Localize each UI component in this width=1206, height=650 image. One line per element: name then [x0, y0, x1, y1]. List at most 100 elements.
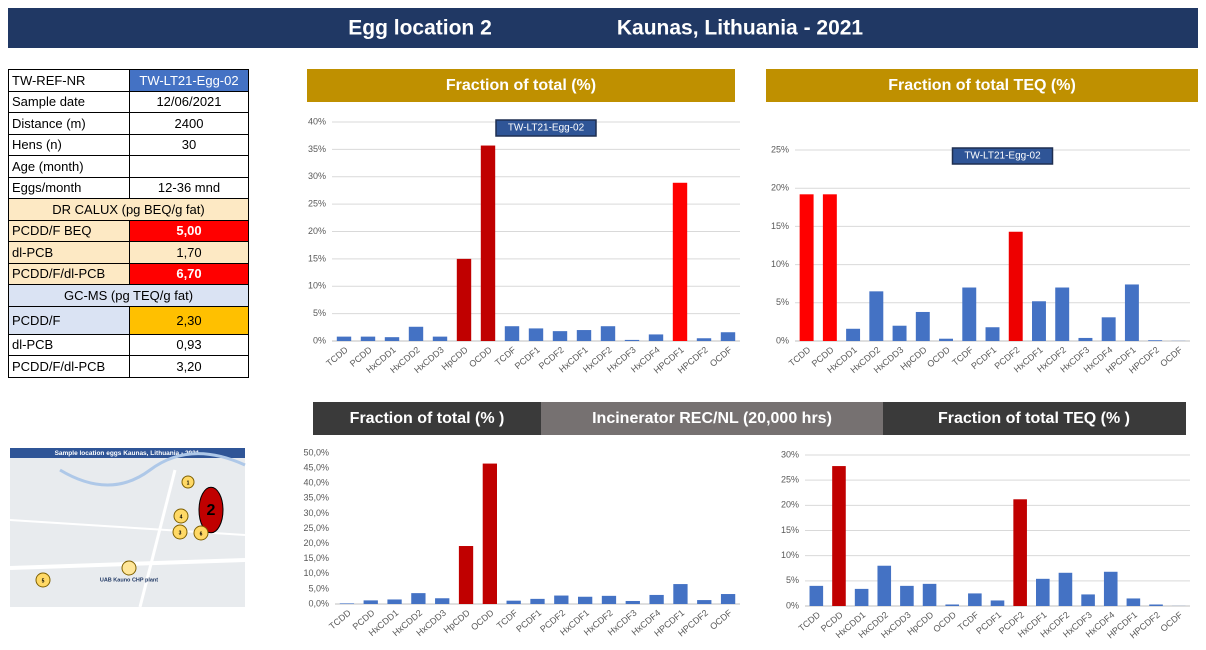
chart-title: Fraction of total (%) [446, 77, 596, 94]
bar [578, 596, 593, 604]
legend-label: TW-LT21-Egg-02 [508, 123, 585, 134]
location-marker [198, 486, 224, 534]
y-tick-label: 25% [781, 475, 799, 485]
bar [458, 546, 474, 604]
x-tick-label: HpCDD [440, 344, 471, 372]
y-tick-label: 0% [776, 335, 789, 345]
row-label: Eggs/month [8, 176, 130, 199]
bar [408, 326, 424, 341]
x-tick-label: OCDD [467, 344, 494, 369]
bar [696, 338, 712, 341]
legend-label: TW-LT21-Egg-02 [964, 151, 1041, 162]
bar [1124, 284, 1139, 341]
bar [384, 337, 400, 341]
x-tick-label: OCDD [931, 609, 958, 634]
x-tick-label: PCDF1 [513, 345, 542, 372]
bar [799, 194, 814, 341]
plant-marker [121, 560, 137, 576]
bar [720, 332, 736, 341]
y-tick-label: 20% [781, 500, 799, 510]
bar [339, 603, 355, 604]
bar [968, 593, 982, 606]
sample-table: TW-REF-NR TW-LT21-Egg-02 Sample date 12/06… [8, 69, 249, 378]
bar [456, 258, 472, 341]
bar [554, 595, 569, 604]
y-tick-label: 15% [308, 253, 326, 263]
x-tick-label: OCDD [925, 344, 952, 369]
table-row: Hens (n) 30 [8, 133, 249, 156]
row-value: 0,93 [129, 333, 249, 356]
y-tick-label: 40,0% [303, 478, 329, 488]
location-marker [172, 524, 188, 540]
row-label: PCDD/F [8, 305, 130, 335]
bar [649, 594, 664, 604]
row-value: 1,70 [129, 241, 249, 264]
x-tick-label: OCDF [1158, 344, 1184, 368]
table-row: PCDD/F/dl-PCB 6,70 [8, 262, 249, 285]
map-river [59, 452, 246, 487]
x-tick-label: HpCDD [898, 344, 929, 372]
section-bar [541, 402, 883, 435]
bar [387, 599, 402, 604]
bar [945, 604, 959, 606]
bar [1032, 301, 1046, 341]
bar [846, 328, 861, 341]
row-value: 2,30 [129, 305, 249, 335]
y-tick-label: 30% [781, 449, 799, 459]
bar [1148, 340, 1163, 341]
bar [1081, 594, 1095, 606]
y-tick-label: 35% [308, 144, 326, 154]
bar [1008, 231, 1023, 341]
bar [1101, 317, 1116, 341]
row-value: 12-36 mnd [129, 176, 249, 199]
bar [336, 336, 352, 341]
bar [506, 600, 521, 604]
x-tick-label: TCDD [787, 344, 813, 368]
y-tick-label: 10% [781, 550, 799, 560]
row-value: 30 [129, 133, 249, 156]
table-section: GC-MS (pg TEQ/g fat) [8, 284, 249, 307]
x-tick-label: HpCDD [442, 607, 473, 635]
map-title: Sample location eggs Kaunas, Lithuania -… [55, 450, 200, 457]
section-bar [307, 69, 735, 102]
marker-label: 1 [187, 480, 190, 486]
row-value: 2400 [129, 112, 249, 135]
legend-box [951, 147, 1054, 165]
bar [648, 334, 664, 341]
bar [673, 584, 688, 604]
y-tick-label: 10,0% [303, 568, 329, 578]
y-tick-label: 45,0% [303, 462, 329, 472]
bar [576, 330, 592, 341]
y-tick-label: 5,0% [308, 583, 329, 593]
bar [528, 328, 544, 341]
header-title: Egg location 2 [348, 17, 492, 40]
bar [625, 600, 640, 604]
x-tick-label: OCDF [1159, 609, 1185, 633]
table-row: PCDD/F BEQ 5,00 [8, 219, 249, 242]
marker-label: 5 [42, 578, 45, 584]
x-tick-label: TCDD [797, 609, 823, 633]
table-row: Eggs/month 12-36 mnd [8, 176, 249, 199]
bar [1058, 572, 1073, 606]
table-row: dl-PCB 0,93 [8, 333, 249, 356]
y-tick-label: 40% [308, 116, 326, 126]
row-value: 6,70 [129, 262, 249, 285]
bar [1013, 499, 1027, 606]
y-tick-label: 25% [308, 199, 326, 209]
bar [1103, 571, 1118, 606]
y-tick-label: 0% [786, 600, 799, 610]
bar [601, 595, 617, 604]
bar [939, 338, 953, 341]
x-tick-label: TCDD [327, 607, 353, 631]
location-marker [193, 525, 209, 541]
reference-title: Incinerator REC/NL (20,000 hrs) [592, 410, 832, 427]
bar [432, 336, 448, 341]
bar [1126, 598, 1141, 606]
x-tick-label: PCDF1 [514, 608, 543, 635]
legend-box [495, 119, 597, 137]
x-tick-label: OCDF [708, 607, 734, 631]
x-tick-label: TCDD [324, 344, 350, 368]
row-label: TW-REF-NR [8, 69, 130, 92]
section-bar [766, 69, 1198, 102]
chart-title: Fraction of total TEQ (% ) [938, 410, 1130, 427]
